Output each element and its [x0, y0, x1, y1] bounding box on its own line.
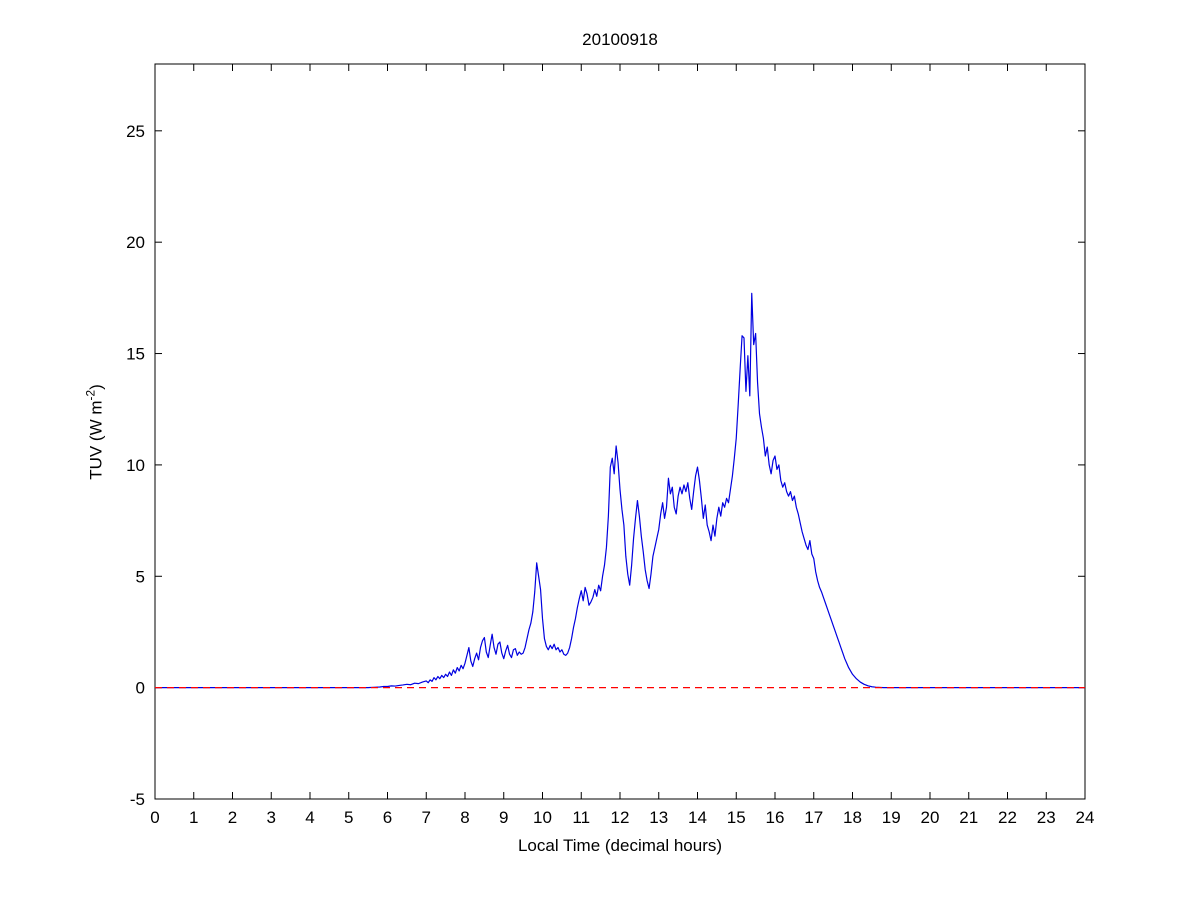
x-tick-label: 19	[882, 808, 901, 827]
x-tick-label: 1	[189, 808, 198, 827]
x-tick-label: 3	[267, 808, 276, 827]
x-tick-label: 2	[228, 808, 237, 827]
chart-title: 20100918	[582, 30, 658, 49]
y-tick-label: 0	[136, 679, 145, 698]
x-tick-label: 10	[533, 808, 552, 827]
x-tick-label: 7	[422, 808, 431, 827]
x-tick-label: 16	[766, 808, 785, 827]
y-tick-label: -5	[130, 790, 145, 809]
x-axis-label: Local Time (decimal hours)	[517, 836, 723, 855]
x-tick-label: 18	[843, 808, 862, 827]
x-tick-label: 13	[649, 808, 668, 827]
x-tick-label: 12	[611, 808, 630, 827]
y-tick-label: 5	[136, 567, 145, 586]
x-tick-label: 17	[804, 808, 823, 827]
x-tick-label: 5	[344, 808, 353, 827]
x-tick-label: 0	[150, 808, 159, 827]
x-tick-label: 21	[959, 808, 978, 827]
x-tick-label: 24	[1076, 808, 1095, 827]
x-tick-label: 15	[727, 808, 746, 827]
x-tick-label: 4	[305, 808, 314, 827]
x-tick-label: 9	[499, 808, 508, 827]
x-tick-label: 22	[998, 808, 1017, 827]
x-tick-label: 23	[1037, 808, 1056, 827]
y-tick-label: 15	[126, 345, 145, 364]
axes-box	[154, 63, 1086, 800]
y-tick-label: 10	[126, 456, 145, 475]
x-tick-label: 6	[383, 808, 392, 827]
x-tick-label: 14	[688, 808, 707, 827]
x-tick-label: 11	[572, 808, 590, 827]
y-tick-label: 20	[126, 233, 145, 252]
x-tick-label: 20	[921, 808, 940, 827]
x-tick-label: 8	[460, 808, 469, 827]
y-tick-label: 25	[126, 122, 145, 141]
tuv-series-line	[155, 292, 1085, 689]
